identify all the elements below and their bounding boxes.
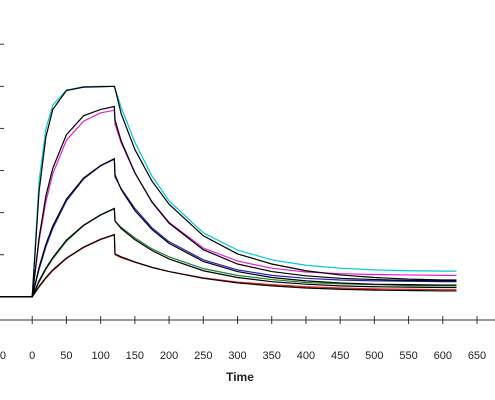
x-tick-label: 100 [91,350,109,362]
sensorgram-line [0,85,457,298]
x-tick-label: 450 [331,350,349,362]
x-tick-label: 300 [228,350,246,362]
sensorgram-line [0,158,457,298]
sensorgram-line [0,105,457,298]
x-tick-label: 200 [160,350,178,362]
sensorgram-line [0,234,457,298]
x-tick-label: 600 [434,350,452,362]
x-tick-label: 350 [263,350,281,362]
x-tick-label: 550 [399,350,417,362]
x-tick-label: -50 [0,350,6,362]
x-tick-label: 250 [194,350,212,362]
sensorgram-line [0,85,457,298]
x-tick-label: 500 [365,350,383,362]
sensorgram-line [0,157,457,298]
x-tick-label: 650 [468,350,486,362]
sensorgram-line [0,207,457,298]
x-tick-label: 0 [29,350,35,362]
sensorgram-line [0,233,457,298]
x-tick-label: 400 [297,350,315,362]
x-axis-title: Time [226,370,254,384]
sensorgram-line [0,207,457,298]
x-tick-label: 150 [126,350,144,362]
x-tick-label: 50 [60,350,72,362]
